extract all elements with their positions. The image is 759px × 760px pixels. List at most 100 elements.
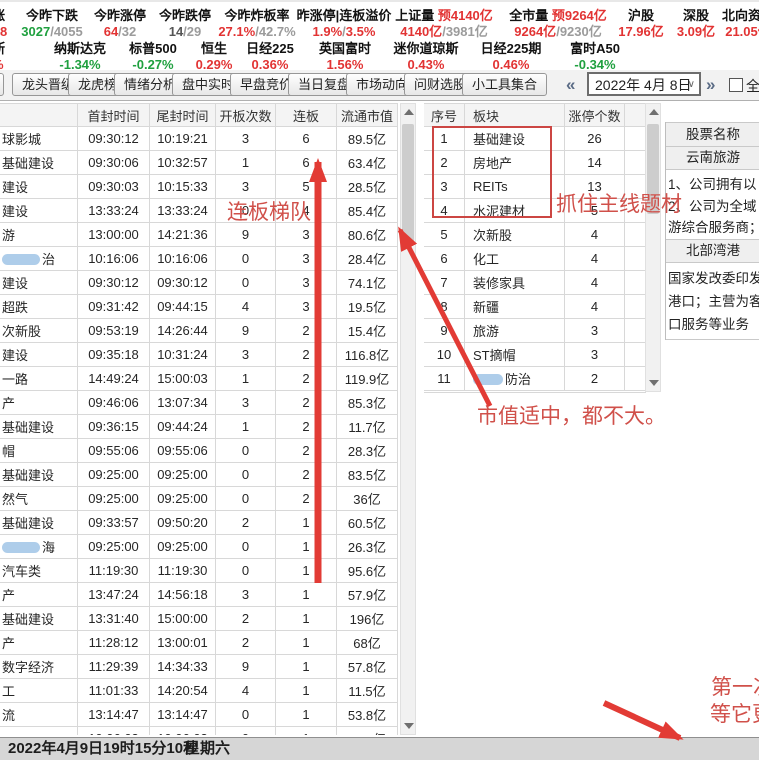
col-open-times[interactable]: 开板次数	[215, 103, 276, 127]
table-row[interactable]: 建设 09:30:12 09:30:12 0 3 74.1亿	[0, 270, 398, 295]
stock-name[interactable]: 北部湾港	[666, 240, 759, 263]
table-row[interactable]: 一路 14:49:24 15:00:03 1 2 119.9亿	[0, 366, 398, 391]
stat-limitup-count: 今昨涨停 64/32	[93, 8, 147, 39]
table-row[interactable]: 基础建设 09:33:57 09:50:20 2 1 60.5亿	[0, 510, 398, 535]
next-day-button[interactable]: »	[706, 75, 716, 94]
sector-row[interactable]: 9 旅游 3	[424, 318, 646, 343]
all-checkbox[interactable]	[729, 78, 743, 92]
scroll-down-icon[interactable]	[404, 723, 414, 729]
cell-float-cap: 196亿	[336, 606, 398, 631]
col-first-seal[interactable]: 首封时间	[77, 103, 150, 127]
sector-row[interactable]: 7 装修家具 4	[424, 270, 646, 295]
cell-sector-name: 装修家具	[464, 270, 565, 295]
cell-boards: 6	[275, 150, 337, 175]
sector-row[interactable]: 8 新疆 4	[424, 294, 646, 319]
table-row[interactable]: 产 09:46:06 13:07:34 3 2 85.3亿	[0, 390, 398, 415]
col-serial[interactable]: 序号	[424, 103, 465, 127]
scrollbar-thumb[interactable]	[402, 124, 414, 244]
scroll-up-icon[interactable]	[649, 109, 659, 115]
table-row[interactable]: 基础建设 09:36:15 09:44:24 1 2 11.7亿	[0, 414, 398, 439]
cell-first-seal-time: 09:30:12	[77, 126, 150, 151]
cell-float-cap: 36亿	[336, 486, 398, 511]
col-float-cap[interactable]: 流通市值	[336, 103, 398, 127]
sector-row[interactable]: 4 水泥建材 5	[424, 198, 646, 223]
sector-row[interactable]: 3 REITs 13	[424, 174, 646, 199]
cell-serial: 9	[424, 318, 465, 343]
col-name[interactable]	[0, 103, 78, 127]
table-row[interactable]: 基础建设 13:31:40 15:00:00 2 1 196亿	[0, 606, 398, 631]
table-row[interactable]: 超跌 09:31:42 09:44:15 4 3 19.5亿	[0, 294, 398, 319]
cell-first-seal-time: 09:46:06	[77, 390, 150, 415]
table-row[interactable]: 工 11:01:33 14:20:54 4 1 11.5亿	[0, 678, 398, 703]
cell-stock-name: 汽车类	[0, 558, 78, 583]
table-row[interactable]: 汽车类 11:19:30 11:19:30 0 1 95.6亿	[0, 558, 398, 583]
left-table-scrollbar[interactable]	[400, 103, 416, 735]
tab-longhubang[interactable]: 龙虎榜	[68, 73, 128, 96]
tab-wencai-xuangu[interactable]: 问财选股	[404, 73, 477, 96]
sector-row[interactable]: 10 ST摘帽 3	[424, 342, 646, 367]
sector-row[interactable]: 5 次新股 4	[424, 222, 646, 247]
tab-panzhong-shishi[interactable]: 盘中实时	[172, 73, 245, 96]
cell-boards: 1	[275, 558, 337, 583]
table-row[interactable]: 建设 09:30:03 10:15:33 3 5 28.5亿	[0, 174, 398, 199]
col-sector[interactable]: 板块	[464, 103, 565, 127]
scroll-up-icon[interactable]	[404, 109, 414, 115]
table-row[interactable]: 基础建设 09:30:06 10:32:57 1 6 63.4亿	[0, 150, 398, 175]
scroll-down-icon[interactable]	[649, 380, 659, 386]
cell-count: 26	[564, 126, 625, 151]
tab-zaopan-jingjia[interactable]: 早盘竞价	[230, 73, 303, 96]
date-picker[interactable]: 2022年 4月 8日 ∨	[587, 72, 701, 96]
table-row[interactable]: 10:06:03 10:06:03 0 1 47.5亿	[0, 726, 398, 735]
sector-row[interactable]: 11 防治 2	[424, 366, 646, 391]
cell-first-seal-time: 13:47:24	[77, 582, 150, 607]
cell-count: 5	[564, 198, 625, 223]
table-row[interactable]: 产 13:47:24 14:56:18 3 1 57.9亿	[0, 582, 398, 607]
col-boards[interactable]: 连板	[275, 103, 337, 127]
stat-fragment-left: 涨 8	[0, 8, 8, 39]
table-row[interactable]: 然气 09:25:00 09:25:00 0 2 36亿	[0, 486, 398, 511]
sector-row[interactable]: 1 基础建设 26	[424, 126, 646, 151]
prev-day-button[interactable]: «	[566, 75, 576, 94]
tab-xiaogongju[interactable]: 小工具集合	[462, 73, 548, 96]
cell-serial: 7	[424, 270, 465, 295]
table-row[interactable]: 海 09:25:00 09:25:00 0 1 26.3亿	[0, 534, 398, 559]
table-row[interactable]: 治 10:16:06 10:16:06 0 3 28.4亿	[0, 246, 398, 271]
col-limitup-count[interactable]: 涨停个数	[564, 103, 625, 127]
censor-blob	[2, 542, 40, 553]
table-row[interactable]: 帽 09:55:06 09:55:06 0 2 28.3亿	[0, 438, 398, 463]
cell-stock-name: 数字经济	[0, 654, 78, 679]
cell-first-seal-time: 11:19:30	[77, 558, 150, 583]
tab-clipped[interactable]	[0, 73, 4, 96]
cell-float-cap: 119.9亿	[336, 366, 398, 391]
table-row[interactable]: 建设 13:33:24 13:33:24 0 4 85.4亿	[0, 198, 398, 223]
tab-qingxu-fenxi[interactable]: 情绪分析	[114, 73, 187, 96]
cell-sector-name: 房地产	[464, 150, 565, 175]
cell-sector-name: REITs	[464, 174, 565, 199]
table-row[interactable]: 建设 09:35:18 10:31:24 3 2 116.8亿	[0, 342, 398, 367]
table-row[interactable]: 球影城 09:30:12 10:19:21 3 6 89.5亿	[0, 126, 398, 151]
scrollbar-thumb[interactable]	[647, 124, 659, 214]
sector-row[interactable]: 6 化工 4	[424, 246, 646, 271]
cell-sector-name: 化工	[464, 246, 565, 271]
table-row[interactable]: 基础建设 09:25:00 09:25:00 0 2 83.5亿	[0, 462, 398, 487]
sector-row[interactable]: 2 房地产 14	[424, 150, 646, 175]
table-row[interactable]: 次新股 09:53:19 14:26:44 9 2 15.4亿	[0, 318, 398, 343]
cell-boards: 2	[275, 366, 337, 391]
tab-longtou-jinji[interactable]: 龙头晋级	[12, 73, 85, 96]
sector-scrollbar[interactable]	[645, 103, 661, 392]
cell-filler	[624, 174, 646, 199]
table-row[interactable]: 游 13:00:00 14:21:36 9 3 80.6亿	[0, 222, 398, 247]
table-row[interactable]: 流 13:14:47 13:14:47 0 1 53.8亿	[0, 702, 398, 727]
table-row[interactable]: 数字经济 11:29:39 14:34:33 9 1 57.8亿	[0, 654, 398, 679]
col-last-seal[interactable]: 尾封时间	[149, 103, 216, 127]
cell-stock-name: 基础建设	[0, 462, 78, 487]
cell-float-cap: 15.4亿	[336, 318, 398, 343]
table-row[interactable]: 产 11:28:12 13:00:01 2 1 68亿	[0, 630, 398, 655]
sector-table: 序号 板块 涨停个数 1 基础建设 26 2 房地产 14 3 REITs 13…	[424, 103, 646, 393]
tab-dangri-fupan[interactable]: 当日复盘	[288, 73, 361, 96]
cell-sector-name: 旅游	[464, 318, 565, 343]
stock-name[interactable]: 云南旅游	[666, 147, 759, 170]
col-filler	[624, 103, 646, 127]
cell-boards: 1	[275, 534, 337, 559]
cell-sector-name: 防治	[464, 366, 565, 391]
